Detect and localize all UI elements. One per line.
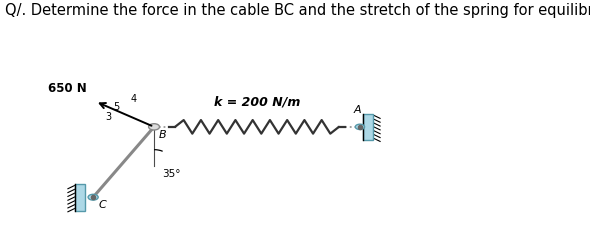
Text: B: B	[159, 131, 167, 141]
Circle shape	[149, 124, 159, 130]
Bar	[76, 184, 85, 211]
Circle shape	[88, 194, 98, 200]
Bar	[363, 113, 372, 140]
Text: 5: 5	[113, 102, 120, 112]
Text: 3: 3	[105, 112, 111, 122]
Text: 35°: 35°	[162, 169, 181, 179]
Text: 4: 4	[130, 94, 136, 104]
Text: C: C	[98, 200, 106, 210]
Circle shape	[355, 124, 365, 130]
Text: Q/. Determine the force in the cable BC and the stretch of the spring for equili: Q/. Determine the force in the cable BC …	[5, 3, 590, 18]
Text: 650 N: 650 N	[48, 82, 87, 95]
Text: k = 200 N/m: k = 200 N/m	[214, 96, 300, 109]
Text: A: A	[354, 105, 362, 115]
